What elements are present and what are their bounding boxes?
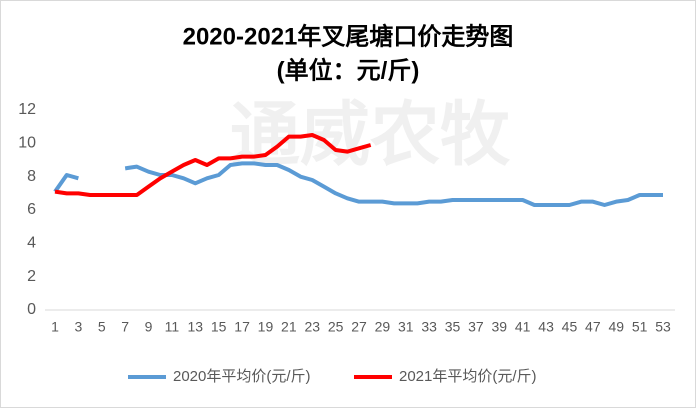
y-tick-label: 4 — [27, 235, 36, 252]
series-line — [53, 161, 663, 207]
x-tick-label: 31 — [398, 319, 414, 335]
x-tick-label: 23 — [304, 319, 320, 335]
x-tick-label: 9 — [145, 319, 153, 335]
x-tick-label: 3 — [74, 319, 82, 335]
x-tick-label: 43 — [538, 319, 554, 335]
x-tick-label: 49 — [608, 319, 624, 335]
chart-subtitle: (单位：元/斤) — [277, 56, 420, 84]
x-tick-label: 7 — [121, 319, 129, 335]
x-tick-label: 21 — [281, 319, 297, 335]
y-tick-label: 6 — [27, 201, 36, 218]
x-tick-label: 39 — [492, 319, 508, 335]
x-tick-label: 25 — [328, 319, 344, 335]
legend-label: 2020年平均价(元/斤) — [173, 368, 311, 385]
legend-label: 2021年平均价(元/斤) — [399, 368, 537, 385]
x-tick-label: 11 — [165, 319, 180, 335]
x-tick-label: 47 — [585, 319, 601, 335]
x-tick-label: 13 — [188, 319, 204, 335]
x-tick-label: 19 — [258, 319, 274, 335]
x-tick-label: 27 — [351, 319, 367, 335]
y-tick-label: 0 — [27, 301, 36, 318]
x-tick-label: 35 — [445, 319, 461, 335]
x-tick-label: 41 — [515, 319, 531, 335]
x-tick-label: 17 — [234, 319, 250, 335]
x-tick-label: 5 — [98, 319, 106, 335]
chart-title: 2020-2021年叉尾塘口价走势图 — [183, 22, 514, 50]
x-tick-label: 15 — [211, 319, 227, 335]
series-line — [54, 133, 372, 197]
x-tick-label: 33 — [421, 319, 437, 335]
y-tick-label: 10 — [18, 135, 36, 152]
y-tick-label: 12 — [18, 101, 36, 118]
x-tick-label: 51 — [632, 319, 648, 335]
x-tick-label: 29 — [375, 319, 391, 335]
x-tick-label: 45 — [562, 319, 578, 335]
watermark: 通威农牧 — [230, 95, 511, 173]
y-tick-label: 2 — [27, 268, 36, 285]
x-tick-label: 53 — [655, 319, 671, 335]
x-tick-label: 37 — [468, 319, 484, 335]
y-tick-label: 8 — [27, 168, 36, 185]
x-tick-label: 1 — [51, 319, 59, 335]
